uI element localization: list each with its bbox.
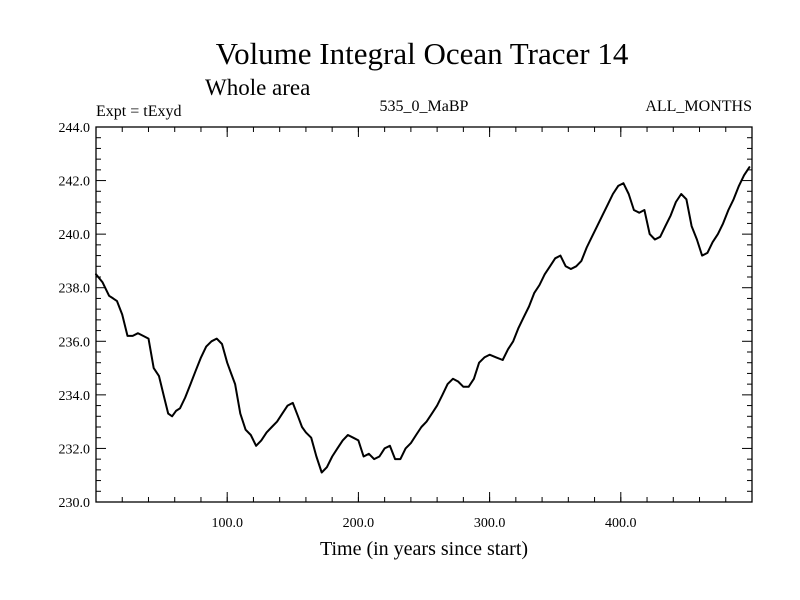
- y-tick-label: 236.0: [59, 335, 91, 350]
- y-tick-label: 242.0: [59, 175, 91, 190]
- y-tick-labels: 230.0 232.0 234.0 236.0 238.0 240.0 242.0 244.0: [59, 121, 91, 511]
- period-label: 535_0_MaBP: [380, 98, 469, 115]
- series-line: [95, 166, 751, 474]
- y-tick-label: 238.0: [59, 282, 91, 297]
- x-axis-label: Time (in years since start): [320, 538, 528, 560]
- chart-subtitle: Whole area: [205, 75, 310, 100]
- x-tick-labels: 100.0 200.0 300.0 400.0: [211, 516, 636, 531]
- x-tick-label: 200.0: [343, 516, 375, 531]
- x-tick-label: 400.0: [605, 516, 637, 531]
- y-tick-label: 232.0: [59, 442, 91, 457]
- months-label: ALL_MONTHS: [645, 98, 752, 115]
- x-tick-label: 300.0: [474, 516, 506, 531]
- x-tick-label: 100.0: [211, 516, 243, 531]
- chart-title: Volume Integral Ocean Tracer 14: [216, 36, 629, 71]
- plot-frame: [95, 126, 753, 503]
- y-tick-label: 240.0: [59, 228, 91, 243]
- axis-ticks: [96, 126, 752, 503]
- y-tick-label: 234.0: [59, 389, 91, 404]
- y-tick-label: 244.0: [59, 121, 91, 136]
- y-tick-label: 230.0: [59, 496, 91, 511]
- experiment-label: Expt = tExyd: [96, 103, 181, 120]
